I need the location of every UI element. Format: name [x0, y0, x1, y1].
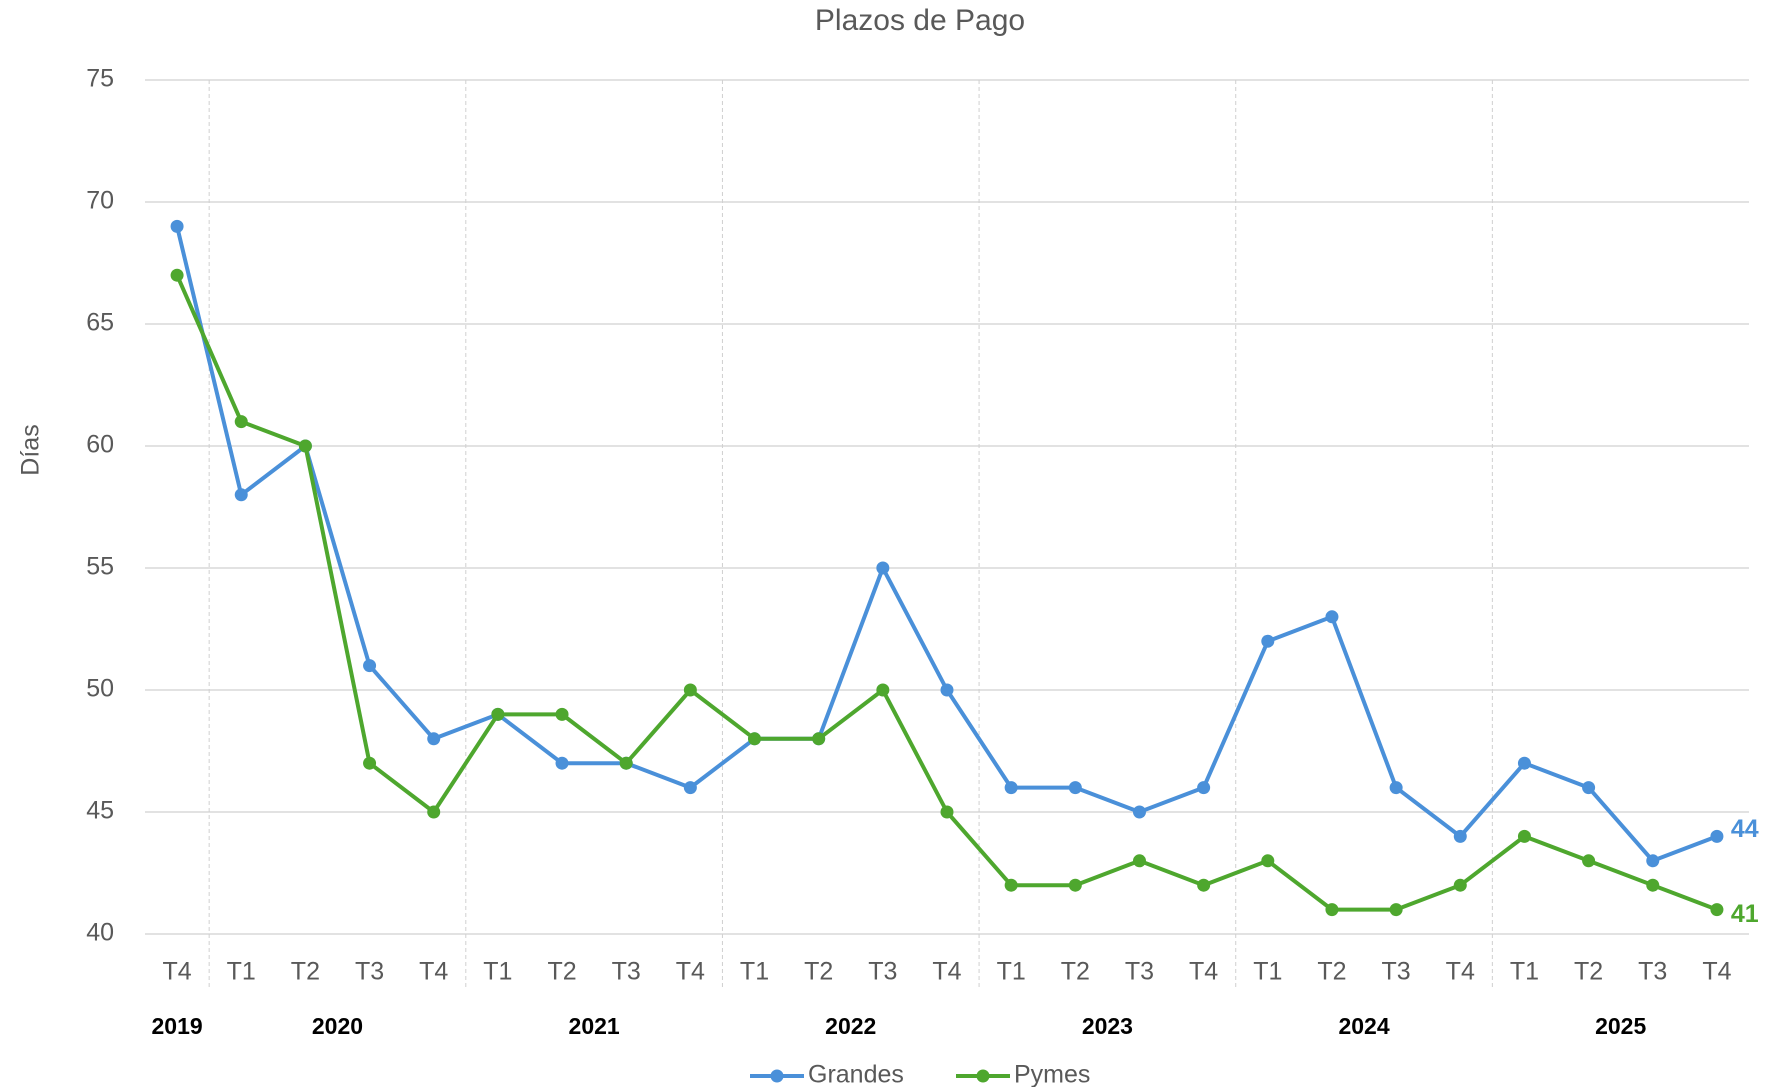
- x-tick-label: T2: [1317, 958, 1346, 986]
- data-point: [1389, 781, 1403, 795]
- x-tick-label: T3: [1125, 958, 1154, 986]
- x-tick-label: T4: [1446, 958, 1475, 986]
- data-point: [748, 732, 762, 746]
- data-point: [940, 805, 954, 819]
- x-tick-label: T3: [868, 958, 897, 986]
- x-tick-label: T1: [227, 958, 256, 986]
- x-tick-label: T1: [740, 958, 769, 986]
- data-point: [1517, 829, 1531, 843]
- data-point: [1132, 854, 1146, 868]
- data-label: 44: [1731, 815, 1759, 843]
- data-point: [1389, 903, 1403, 917]
- data-point: [363, 756, 377, 770]
- data-point: [1517, 756, 1531, 770]
- data-point: [1582, 854, 1596, 868]
- data-point: [1068, 878, 1082, 892]
- data-point: [363, 659, 377, 673]
- data-point: [427, 805, 441, 819]
- x-tick-label: T2: [547, 958, 576, 986]
- y-tick-label: 45: [86, 797, 114, 825]
- year-label: 2020: [312, 1013, 363, 1039]
- data-point: [619, 756, 633, 770]
- data-point: [683, 781, 697, 795]
- year-label: 2022: [825, 1013, 876, 1039]
- data-point: [1132, 805, 1146, 819]
- legend-label: Grandes: [808, 1061, 904, 1087]
- data-point: [1453, 829, 1467, 843]
- y-tick-label: 75: [86, 65, 114, 93]
- data-point: [876, 561, 890, 575]
- y-tick-label: 40: [86, 919, 114, 947]
- x-tick-label: T2: [1061, 958, 1090, 986]
- legend-marker: [770, 1069, 784, 1083]
- data-point: [1710, 903, 1724, 917]
- data-point: [1710, 829, 1724, 843]
- data-point: [1068, 781, 1082, 795]
- data-point: [683, 683, 697, 697]
- data-point: [234, 488, 248, 502]
- data-point: [491, 707, 505, 721]
- x-tick-label: T3: [612, 958, 641, 986]
- legend-marker: [976, 1069, 990, 1083]
- legend-label: Pymes: [1014, 1061, 1090, 1087]
- data-point: [1646, 854, 1660, 868]
- x-tick-label: T2: [804, 958, 833, 986]
- data-point: [1453, 878, 1467, 892]
- data-point: [1325, 903, 1339, 917]
- data-label: 41: [1731, 900, 1759, 928]
- y-tick-label: 60: [86, 431, 114, 459]
- data-point: [427, 732, 441, 746]
- data-point: [1004, 878, 1018, 892]
- x-tick-label: T2: [291, 958, 320, 986]
- x-tick-label: T3: [1382, 958, 1411, 986]
- data-point: [1197, 781, 1211, 795]
- x-tick-label: T2: [1574, 958, 1603, 986]
- chart-title: Plazos de Pago: [815, 4, 1025, 37]
- data-point: [1261, 634, 1275, 648]
- x-tick-label: T3: [355, 958, 384, 986]
- x-tick-label: T3: [1638, 958, 1667, 986]
- y-tick-label: 65: [86, 309, 114, 337]
- x-tick-label: T4: [1189, 958, 1218, 986]
- year-label: 2021: [569, 1013, 620, 1039]
- y-tick-label: 55: [86, 553, 114, 581]
- x-tick-label: T1: [1510, 958, 1539, 986]
- y-tick-label: 70: [86, 187, 114, 215]
- data-point: [170, 268, 184, 282]
- data-point: [1004, 781, 1018, 795]
- x-tick-label: T1: [997, 958, 1026, 986]
- data-point: [1582, 781, 1596, 795]
- y-tick-label: 50: [86, 675, 114, 703]
- data-point: [1325, 610, 1339, 624]
- data-point: [1646, 878, 1660, 892]
- data-point: [940, 683, 954, 697]
- x-tick-label: T4: [419, 958, 448, 986]
- x-tick-label: T4: [676, 958, 705, 986]
- y-axis-label: Días: [17, 424, 45, 475]
- data-point: [812, 732, 826, 746]
- data-point: [1261, 854, 1275, 868]
- x-tick-label: T1: [483, 958, 512, 986]
- data-point: [298, 439, 312, 453]
- data-point: [555, 707, 569, 721]
- data-point: [555, 756, 569, 770]
- x-tick-label: T4: [1702, 958, 1731, 986]
- year-label: 2023: [1082, 1013, 1133, 1039]
- data-point: [1197, 878, 1211, 892]
- year-label: 2024: [1338, 1013, 1389, 1039]
- year-label: 2025: [1595, 1013, 1646, 1039]
- x-tick-label: T1: [1253, 958, 1282, 986]
- data-point: [876, 683, 890, 697]
- year-label: 2019: [151, 1013, 202, 1039]
- data-point: [170, 219, 184, 233]
- series-line: [175, 225, 1718, 863]
- x-tick-label: T4: [932, 958, 961, 986]
- data-point: [234, 415, 248, 429]
- x-tick-label: T4: [162, 958, 191, 986]
